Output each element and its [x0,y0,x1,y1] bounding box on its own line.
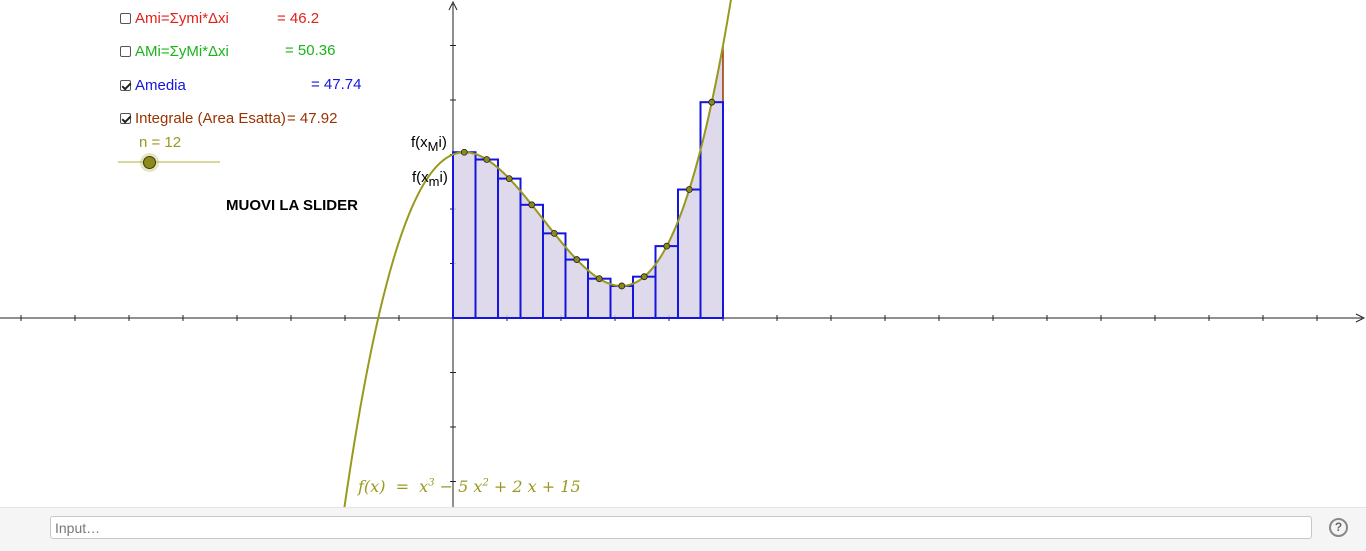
value-AMi: = 50.36 [285,42,336,59]
checkbox-ami[interactable]: Ami=Σymi*Δxi [120,10,229,27]
label-fxmi-i: i) [439,169,448,186]
midpoint-dot [528,201,536,209]
midpoint-dot [685,186,693,193]
function-formula: f(x) = x3 − 5 x2 + 2 x + 15 [358,477,581,496]
function-curve [343,0,732,507]
midpoint-dot [460,148,468,156]
checkbox-amedia[interactable]: Amedia [120,77,186,94]
midpoint-dot [640,273,648,281]
input-bar-container: ? [0,507,1366,551]
midpoint-dot [483,156,491,163]
checkbox-label-amedia: Amedia [135,77,186,94]
midpoint-dot [663,242,671,250]
midpoint-dot [505,175,513,183]
formula-exp1: 3 [428,477,435,489]
label-fxmi-f: f(x [412,169,429,186]
formula-rhs: + 2 x + 15 [488,477,581,496]
label-fxmi: f(xmi) [412,169,448,189]
midpoint-dot [708,98,716,106]
formula-lhs: f(x) = x [358,477,429,496]
midpoint-points [460,98,716,290]
checkbox-label-AMi: AMi=ΣyMi*Δxi [135,43,229,60]
checkbox-box[interactable] [120,46,131,57]
formula-mid: − 5 x [434,477,483,496]
checkbox-box[interactable] [120,13,131,24]
slider-label: n = 12 [139,134,182,151]
checkbox-integrale[interactable]: Integrale (Area Esatta) [120,110,286,127]
x-axis-arrow [1355,313,1366,323]
midpoint-dot [550,229,558,237]
value-integrale: = 47.92 [287,110,338,127]
value-ami: = 46.2 [277,10,320,27]
label-fxMi-i: i) [438,134,447,151]
y-axis-arrow [448,0,458,11]
checkbox-box[interactable] [120,113,131,124]
input-field[interactable] [50,516,1312,539]
value-amedia: = 47.74 [311,76,362,93]
checkbox-box[interactable] [120,80,131,91]
slider-track[interactable] [118,161,220,163]
slider-knob[interactable] [143,156,156,169]
help-icon[interactable]: ? [1329,518,1348,537]
curve-line [343,0,732,507]
formula-exp2: 2 [482,477,489,489]
checkbox-AMi[interactable]: AMi=ΣyMi*Δxi [120,43,229,60]
midpoint-dot [595,275,603,283]
checkbox-label-integrale: Integrale (Area Esatta) [135,110,286,127]
label-fxMi: f(xMi) [411,134,447,154]
instruction-text: MUOVI LA SLIDER [226,197,358,214]
label-fxMi-f: f(x [411,134,428,151]
label-fxMi-sub: M [427,139,439,154]
label-fxmi-sub: m [428,174,440,189]
graphics-view[interactable] [0,0,1366,507]
midpoint-dot [573,256,581,263]
checkbox-label-ami: Ami=Σymi*Δxi [135,10,229,27]
midpoint-dot [618,282,626,290]
